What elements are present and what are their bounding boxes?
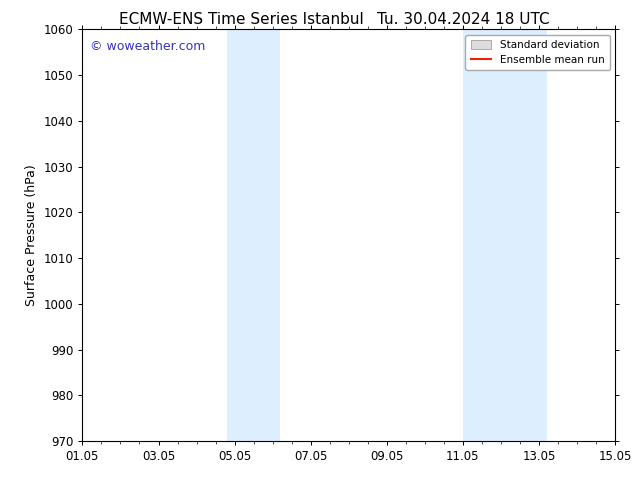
Text: ECMW-ENS Time Series Istanbul: ECMW-ENS Time Series Istanbul [119, 12, 363, 27]
Bar [227, 29, 280, 441]
Text: © woweather.com: © woweather.com [91, 40, 206, 53]
Y-axis label: Surface Pressure (hPa): Surface Pressure (hPa) [25, 164, 38, 306]
Text: Tu. 30.04.2024 18 UTC: Tu. 30.04.2024 18 UTC [377, 12, 549, 27]
Bar [463, 29, 547, 441]
Legend: Standard deviation, Ensemble mean run: Standard deviation, Ensemble mean run [465, 35, 610, 70]
